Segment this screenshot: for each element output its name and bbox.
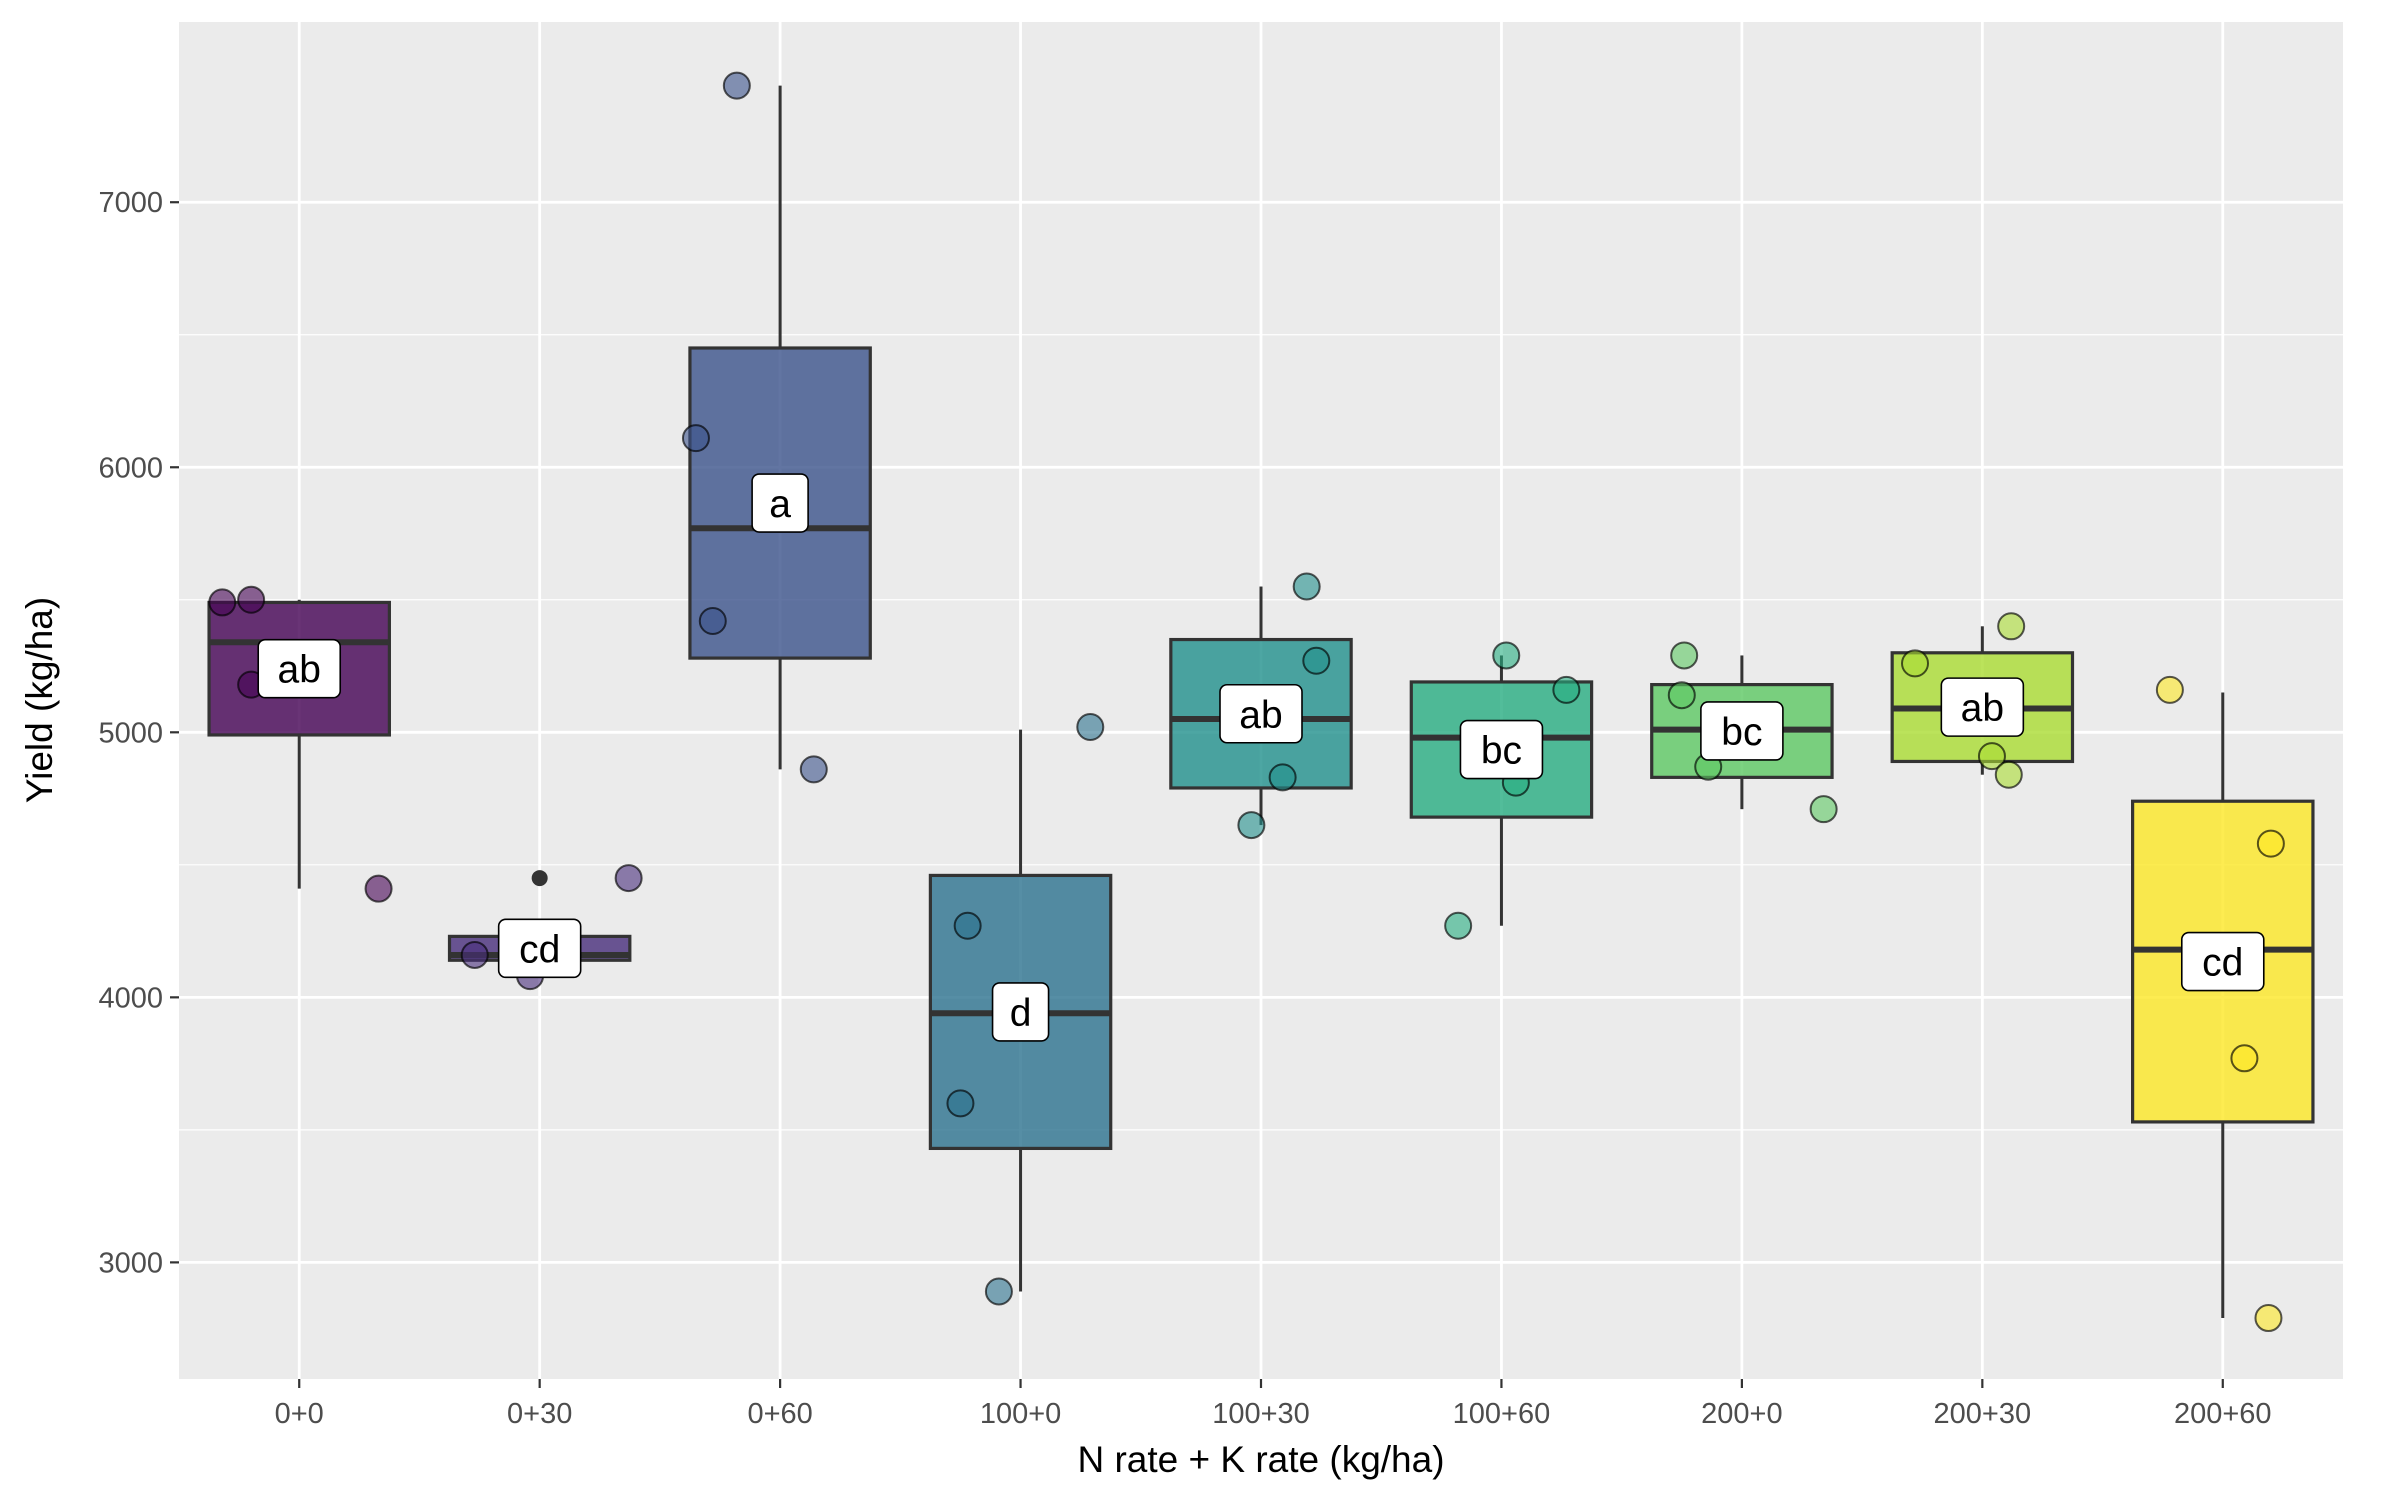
x-tick-label: 200+30 xyxy=(1934,1398,2032,1430)
data-point xyxy=(1977,742,2006,771)
data-point xyxy=(698,606,727,635)
point-layer xyxy=(208,71,2285,1333)
group-letter-box xyxy=(1940,677,2025,737)
box-outlier xyxy=(531,870,548,887)
group-letter-label: ab xyxy=(257,638,342,699)
x-tick-label: 100+30 xyxy=(1212,1398,1310,1430)
x-axis-title: N rate + K rate (kg/ha) xyxy=(1077,1439,1444,1480)
data-point xyxy=(1268,763,1297,792)
data-point xyxy=(984,1277,1013,1306)
group-letter-text: ab xyxy=(278,649,321,692)
axes-layer: 3000 4000 5000 6000 7000 0+0 0+30 0+60 100+0 100+… xyxy=(98,187,2271,1430)
data-point xyxy=(1901,649,1930,678)
group-letter-box xyxy=(497,918,582,979)
data-point xyxy=(1994,760,2023,789)
y-tick-label: 4000 xyxy=(98,982,163,1014)
data-point xyxy=(722,71,751,100)
data-point xyxy=(460,940,489,969)
data-point xyxy=(237,585,266,614)
data-point xyxy=(1667,681,1696,710)
group-letter-text: cd xyxy=(2202,942,2243,985)
data-point xyxy=(1302,646,1331,675)
group-letter-label: cd xyxy=(2180,931,2265,992)
group-letter-label: ab xyxy=(1940,677,2025,737)
data-point xyxy=(1670,641,1699,670)
data-point xyxy=(953,911,982,940)
group-letter-label: bc xyxy=(1700,701,1784,761)
data-point xyxy=(614,864,643,893)
group-letter-label: a xyxy=(751,473,809,533)
data-point xyxy=(2230,1044,2259,1073)
y-tick-label: 5000 xyxy=(98,717,163,749)
x-tick-label: 0+0 xyxy=(275,1398,324,1430)
group-letter-box xyxy=(257,638,342,699)
data-point xyxy=(2254,1304,2283,1333)
group-letter-text: bc xyxy=(1481,730,1522,773)
group-letter-box xyxy=(1219,683,1303,744)
data-point xyxy=(1997,612,2026,641)
x-tick-label: 100+60 xyxy=(1453,1398,1551,1430)
data-point xyxy=(799,755,828,784)
y-tick-label: 3000 xyxy=(98,1247,163,1279)
x-tick-label: 200+60 xyxy=(2174,1398,2272,1430)
data-point xyxy=(1076,713,1105,742)
data-point xyxy=(364,874,393,903)
y-tick-label: 7000 xyxy=(98,187,163,219)
data-point xyxy=(1809,795,1838,824)
data-point xyxy=(2155,675,2184,704)
group-letter-text: bc xyxy=(1721,711,1762,754)
data-point xyxy=(1237,811,1266,840)
data-point xyxy=(208,588,237,617)
group-letter-text: a xyxy=(769,483,791,526)
group-letter-box xyxy=(1700,701,1784,761)
data-point xyxy=(1552,675,1581,704)
data-point xyxy=(681,424,710,453)
data-point xyxy=(1292,572,1321,601)
x-tick-label: 0+60 xyxy=(747,1398,812,1430)
box-group xyxy=(688,85,872,770)
x-tick-label: 0+30 xyxy=(507,1398,572,1430)
data-point xyxy=(1444,911,1473,940)
group-letter-box xyxy=(1459,719,1544,780)
group-letter-text: ab xyxy=(1961,687,2004,730)
data-point xyxy=(2256,829,2285,858)
data-point xyxy=(1492,641,1521,670)
y-axis-title: Yield (kg/ha) xyxy=(19,597,60,803)
group-label-layer: ab cd a d ab bc bc ab cd xyxy=(257,473,2265,1042)
group-letter-box xyxy=(991,982,1050,1042)
box-iqr xyxy=(688,346,872,660)
group-letter-label: d xyxy=(991,982,1050,1042)
x-tick-label: 200+0 xyxy=(1701,1398,1782,1430)
group-letter-text: cd xyxy=(519,928,560,971)
y-tick-label: 6000 xyxy=(98,452,163,484)
group-letter-text: d xyxy=(1010,992,1032,1035)
group-letter-label: bc xyxy=(1459,719,1544,780)
data-point xyxy=(946,1089,975,1118)
x-tick-label: 100+0 xyxy=(980,1398,1061,1430)
group-letter-box xyxy=(2180,931,2265,992)
group-letter-label: ab xyxy=(1219,683,1303,744)
group-letter-label: cd xyxy=(497,918,582,979)
group-letter-box xyxy=(751,473,809,533)
group-letter-text: ab xyxy=(1239,694,1282,737)
